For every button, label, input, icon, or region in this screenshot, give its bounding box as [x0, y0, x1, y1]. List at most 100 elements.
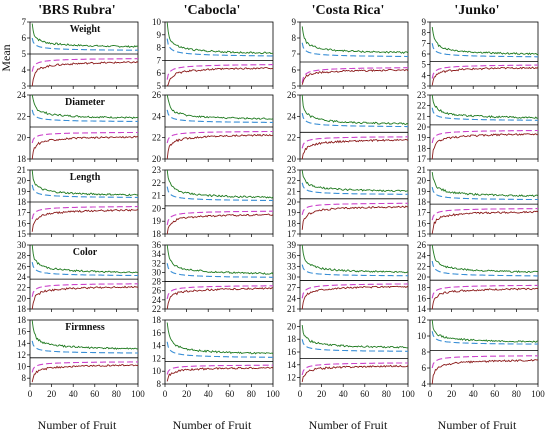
- panel-frame: [429, 169, 539, 235]
- series-lower: [301, 68, 409, 85]
- series-lower-reference: [301, 202, 408, 215]
- y-tick-label: 14: [417, 304, 427, 314]
- series-upper: [301, 26, 409, 54]
- y-tick-label: 28: [17, 251, 27, 261]
- series-lower-reference: [301, 67, 408, 83]
- y-tick-label: 18: [17, 154, 27, 164]
- panel-frame: [299, 169, 409, 235]
- series-lower: [431, 133, 538, 160]
- series-lower-reference: [431, 284, 538, 299]
- series-lower-reference: [166, 210, 273, 226]
- series-upper-reference: [166, 341, 273, 358]
- series-upper: [166, 169, 274, 199]
- y-tick-label: 33: [287, 261, 297, 271]
- y-tick-label: 19: [17, 186, 27, 196]
- panel-cabocla-diameter: 20 22 24 26: [152, 90, 274, 164]
- series-lower: [166, 287, 274, 310]
- series-lower: [301, 205, 408, 230]
- series-lower-reference: [31, 206, 138, 220]
- y-tick-label: 21: [17, 165, 26, 175]
- y-tick-label: 12: [17, 350, 26, 360]
- x-tick-label: 0: [28, 389, 33, 399]
- y-tick-label: 26: [152, 90, 162, 100]
- series-lower-reference: [431, 129, 538, 144]
- y-tick-label: 24: [417, 251, 427, 261]
- y-tick-label: 12: [152, 353, 161, 363]
- y-tick-label: 22: [152, 133, 161, 143]
- y-tick-label: 18: [17, 197, 27, 207]
- y-tick-label: 6: [292, 65, 297, 75]
- panel-frame: [164, 319, 274, 385]
- series-upper-reference: [31, 37, 138, 51]
- y-tick-label: 16: [17, 218, 27, 228]
- panel-frame: [429, 319, 539, 385]
- x-tick-label: 100: [266, 389, 280, 399]
- panel-cabocla-weight: 5 6 7 8 9 10: [152, 17, 274, 91]
- y-tick-label: 24: [287, 111, 297, 121]
- y-tick-label: 22: [417, 101, 426, 111]
- series-upper-reference: [301, 182, 408, 195]
- series-lower: [31, 285, 139, 310]
- y-tick-label: 17: [417, 208, 427, 218]
- y-tick-label: 4: [422, 379, 427, 389]
- y-tick-label: 18: [417, 283, 427, 293]
- panel-costa-rica-diameter: 20 22 24 26: [287, 90, 409, 164]
- y-tick-label: 19: [287, 208, 297, 218]
- y-tick-label: 8: [22, 373, 27, 383]
- panel-frame: [429, 94, 539, 160]
- x-tick-label: 60: [490, 389, 500, 399]
- y-tick-label: 20: [17, 133, 27, 143]
- y-tick-label: 17: [287, 229, 297, 239]
- x-tick-label: 20: [182, 389, 192, 399]
- y-tick-label: 15: [417, 229, 427, 239]
- y-tick-label: 9: [292, 17, 297, 27]
- y-tick-label: 7: [22, 17, 27, 27]
- y-tick-label: 36: [287, 251, 297, 261]
- series-upper: [166, 22, 273, 55]
- series-upper-reference: [31, 340, 138, 354]
- y-tick-label: 34: [152, 249, 162, 259]
- y-tick-label: 22: [17, 283, 26, 293]
- x-tick-label: 100: [131, 389, 145, 399]
- y-tick-label: 8: [422, 347, 427, 357]
- y-tick-label: 14: [17, 338, 27, 348]
- series-lower: [431, 287, 539, 310]
- variable-label: Length: [70, 172, 101, 183]
- series-upper: [431, 94, 539, 119]
- series-upper: [431, 319, 539, 343]
- series-lower: [431, 210, 539, 234]
- series-upper-reference: [431, 260, 538, 277]
- series-lower: [31, 135, 139, 159]
- x-tick-label: 80: [382, 389, 392, 399]
- panel-frame: [299, 244, 409, 310]
- series-upper-reference: [301, 264, 408, 277]
- series-upper: [301, 170, 409, 193]
- variable-label: Diameter: [65, 97, 106, 108]
- series-upper: [166, 94, 274, 120]
- column-title-1: 'BRS Rubra': [38, 3, 115, 18]
- series-upper: [301, 94, 409, 125]
- y-tick-label: 22: [17, 111, 26, 121]
- x-tick-label: 40: [469, 389, 479, 399]
- y-tick-label: 4: [22, 65, 27, 75]
- series-upper: [166, 244, 274, 275]
- y-tick-label: 18: [152, 229, 162, 239]
- series-upper-reference: [431, 186, 538, 201]
- series-lower: [301, 138, 409, 160]
- series-upper: [166, 322, 274, 355]
- y-tick-label: 22: [417, 261, 426, 271]
- series-upper-reference: [301, 42, 408, 58]
- variable-label: Weight: [70, 24, 101, 35]
- y-tick-label: 8: [157, 379, 162, 389]
- series-upper-reference: [31, 109, 138, 122]
- panel-frame: [164, 169, 274, 235]
- y-tick-label: 18: [17, 304, 27, 314]
- y-tick-label: 23: [152, 165, 162, 175]
- y-tick-label: 16: [417, 293, 427, 303]
- series-lower: [431, 66, 539, 86]
- series-lower: [301, 285, 409, 310]
